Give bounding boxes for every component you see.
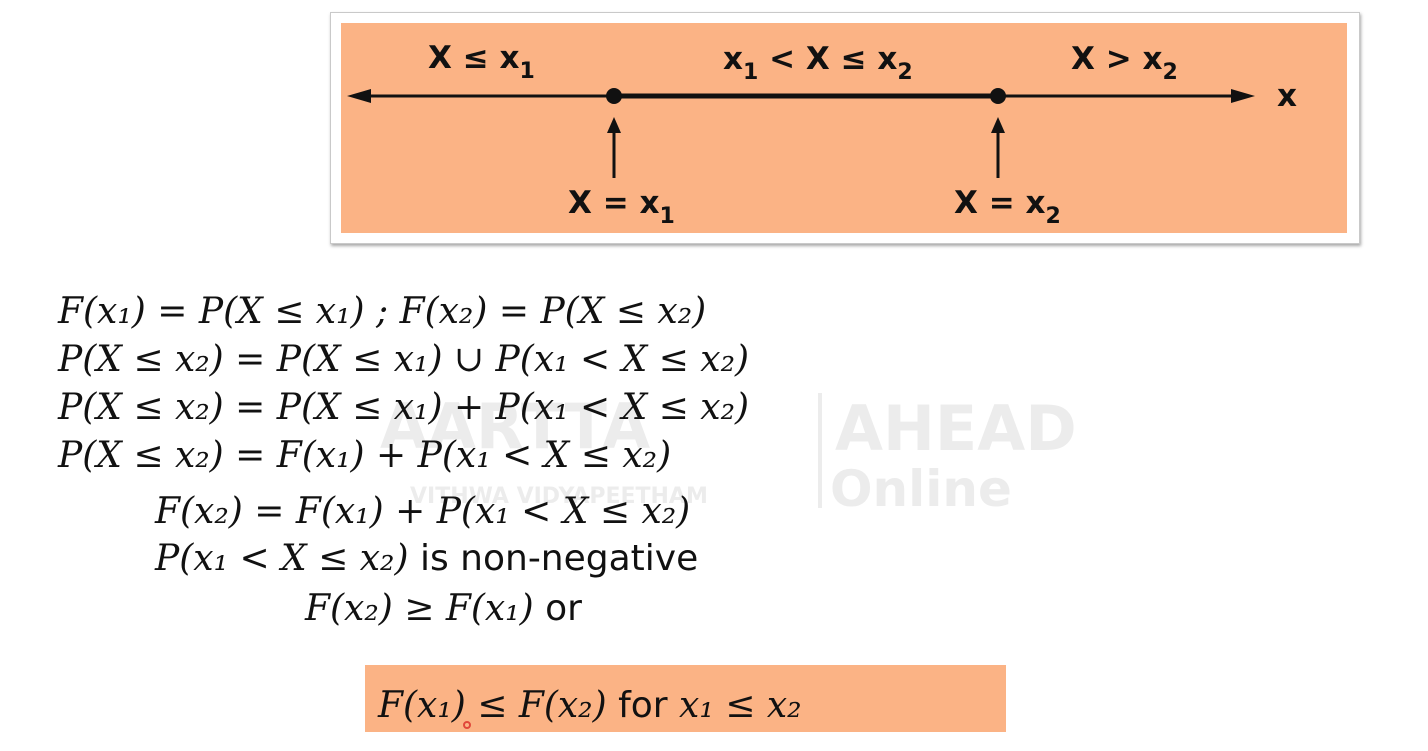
result-text: F(x₁) ≤ F(x₂) for x₁ ≤ x₂	[377, 685, 802, 726]
cursor-pointer-dot	[463, 721, 471, 729]
